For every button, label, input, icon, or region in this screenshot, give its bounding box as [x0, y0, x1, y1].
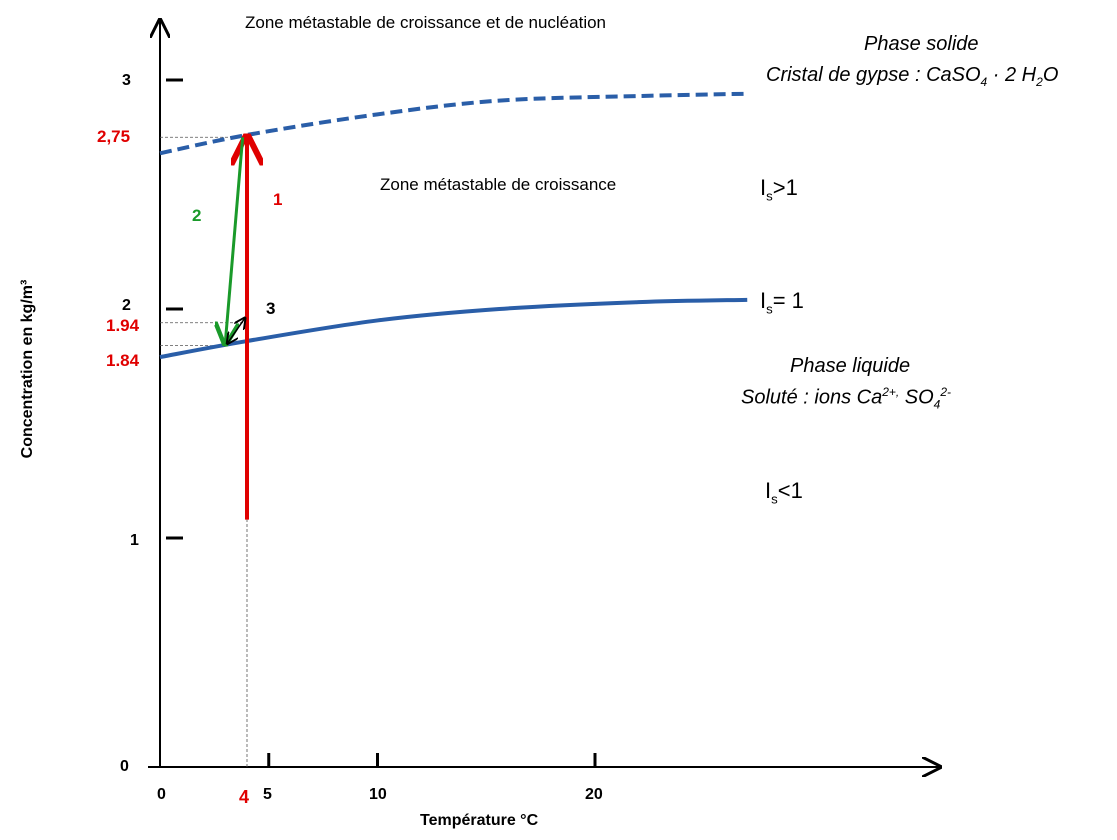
cristal-sub4: 4 [980, 75, 988, 89]
cristal-formula: Cristal de gypse : CaSO4 · 2 H2O [766, 64, 1058, 89]
x-marker-label: 4 [239, 787, 250, 807]
nucleation-curve [159, 91, 748, 156]
is-symbol: I [760, 175, 767, 200]
solute-prefix: Soluté : ions Ca [741, 386, 883, 409]
arrow-2-label: 2 [192, 206, 202, 225]
y-tick-label: 1 [130, 532, 139, 549]
x-tick-label: 10 [369, 786, 387, 803]
x-tick-label: 0 [157, 786, 166, 803]
y-tick-label: 3 [122, 72, 131, 89]
y-marker-label: 1.84 [106, 351, 140, 370]
is-relation: >1 [772, 175, 798, 200]
y-tick-label: 2 [122, 297, 131, 314]
y-marker-label: 2,75 [97, 127, 131, 146]
is-subscript: s [771, 491, 778, 507]
solute-mid: SO [899, 386, 934, 409]
is-less-label: Is<1 [765, 478, 803, 506]
x-tick-label: 5 [263, 786, 272, 803]
arrow-2 [225, 137, 245, 343]
zone-croissance-label: Zone métastable de croissance [380, 175, 617, 194]
arrow-1-label: 1 [273, 190, 283, 209]
cristal-end: O [1042, 64, 1059, 86]
is-symbol: I [765, 478, 772, 503]
arrow-3-label: 3 [266, 299, 276, 318]
y-tick-label: 0 [120, 758, 129, 775]
phase-solide-label: Phase solide [864, 33, 979, 55]
arrow-3 [227, 318, 244, 343]
solute-sup2: 2- [940, 385, 952, 399]
y-marker-label: 1.94 [106, 316, 140, 335]
is-relation: = 1 [772, 288, 804, 313]
solute-sub: 4 [933, 397, 941, 412]
cristal-mid: · 2 H [987, 64, 1037, 86]
zone-nucleation-label: Zone métastable de croissance et de nucl… [245, 13, 607, 32]
x-axis-title: Température °C [420, 812, 539, 829]
solute-formula: Soluté : ions Ca2+, SO42- [741, 385, 951, 412]
phase-liquide-label: Phase liquide [790, 355, 911, 377]
is-symbol: I [760, 288, 767, 313]
is-subscript: s [766, 301, 773, 317]
y-axis-title: Concentration en kg/m³ [19, 279, 36, 459]
x-tick-label: 20 [585, 786, 603, 803]
is-subscript: s [766, 188, 773, 204]
cristal-prefix: Cristal de gypse : CaSO [766, 64, 981, 86]
is-equal-label: Is= 1 [760, 288, 804, 316]
is-relation: <1 [777, 478, 803, 503]
cristal-sub2: 2 [1036, 75, 1043, 89]
solute-sup1: 2+, [882, 385, 900, 399]
is-greater-label: Is>1 [760, 175, 798, 203]
